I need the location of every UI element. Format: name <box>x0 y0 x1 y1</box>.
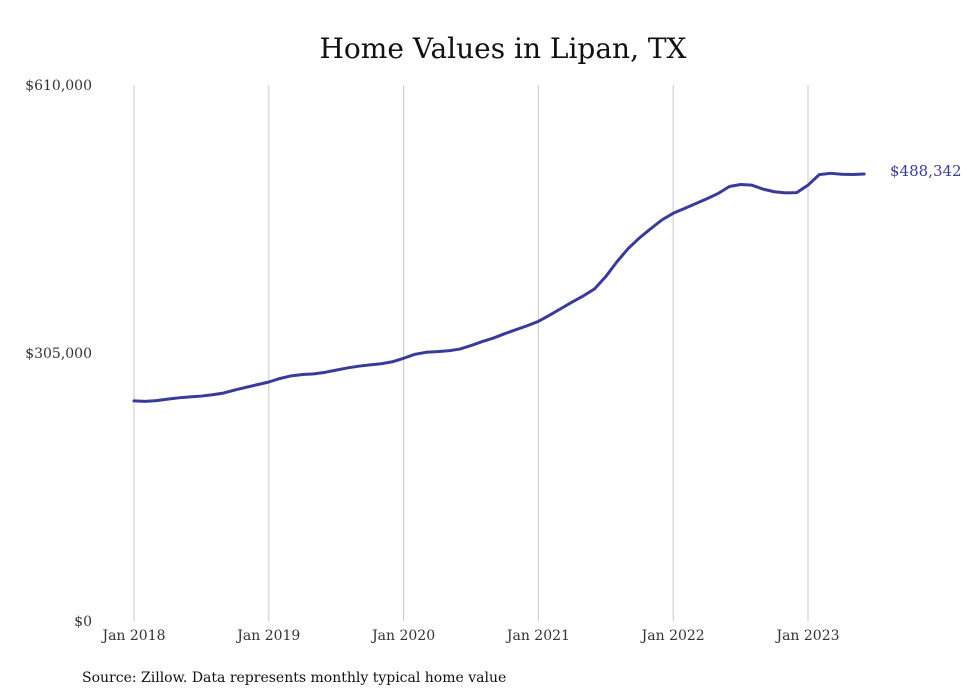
series-line <box>132 171 866 403</box>
y-tick-label: $0 <box>74 614 92 630</box>
chart-title: Home Values in Lipan, TX <box>320 32 687 65</box>
y-axis-tick-labels: $0 $305,000 $610,000 <box>25 78 92 630</box>
x-axis-tick-labels: Jan 2018 Jan 2019 Jan 2020 Jan 2021 Jan 2022… <box>100 628 839 644</box>
x-tick-label: Jan 2018 <box>100 628 165 644</box>
source-note: Source: Zillow. Data represents monthly … <box>82 670 506 686</box>
last-value-label: $488,342 <box>890 162 962 180</box>
x-tick-label: Jan 2020 <box>370 628 435 644</box>
y-tick-label: $610,000 <box>25 78 92 94</box>
x-tick-label: Jan 2023 <box>774 628 839 644</box>
x-tick-label: Jan 2019 <box>235 628 300 644</box>
y-tick-label: $305,000 <box>25 346 92 362</box>
x-tick-label: Jan 2022 <box>640 628 705 644</box>
vertical-grid <box>133 85 809 621</box>
x-tick-label: Jan 2021 <box>505 628 570 644</box>
